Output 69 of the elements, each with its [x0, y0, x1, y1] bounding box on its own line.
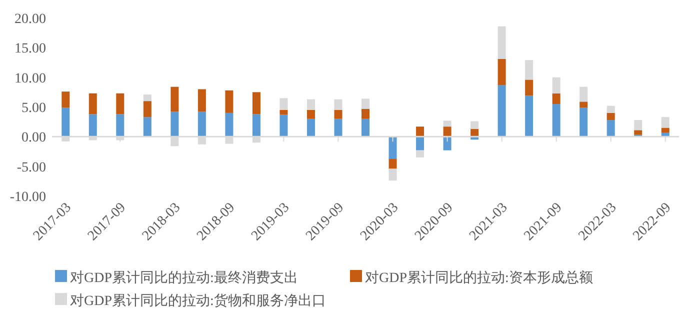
bar — [606, 120, 615, 137]
bar — [198, 112, 206, 137]
bar — [225, 112, 234, 137]
bar — [170, 86, 179, 112]
legend-label: 对GDP累计同比的拉动:最终消费支出 — [70, 270, 298, 286]
bar — [280, 114, 288, 137]
bar — [552, 93, 560, 104]
bar — [634, 130, 642, 135]
bar — [306, 110, 315, 119]
bar — [552, 104, 560, 137]
bar — [225, 90, 234, 113]
bar — [606, 106, 615, 113]
bar — [525, 96, 534, 137]
y-tick-label: -5.00 — [16, 160, 46, 176]
y-tick-label: 0.00 — [22, 130, 46, 146]
bar — [443, 126, 452, 137]
bar — [443, 120, 452, 127]
bar — [580, 108, 588, 137]
bar — [280, 110, 288, 115]
bar — [88, 114, 97, 137]
bar — [198, 89, 206, 112]
bar — [416, 126, 424, 137]
bar — [280, 98, 288, 110]
y-tick-label: 10.00 — [14, 71, 46, 86]
bar — [143, 117, 152, 137]
bar — [388, 168, 397, 181]
bar — [88, 93, 97, 114]
bar — [443, 136, 452, 150]
bar — [525, 80, 534, 96]
bar — [306, 99, 315, 110]
y-tick-label: 20.00 — [14, 12, 46, 27]
bar — [62, 108, 70, 137]
bar — [362, 118, 370, 137]
bar — [116, 114, 124, 137]
bar — [306, 118, 315, 137]
bar — [252, 92, 260, 114]
bar — [170, 112, 179, 137]
bar — [116, 93, 124, 114]
bar — [661, 128, 670, 133]
bar — [552, 77, 560, 94]
bar — [498, 85, 506, 137]
bar — [498, 58, 506, 86]
bar — [334, 99, 342, 110]
bar — [634, 120, 642, 130]
bar — [143, 101, 152, 118]
bar — [525, 60, 534, 80]
bar — [580, 102, 588, 108]
bar — [498, 26, 506, 59]
y-tick-label: 5.00 — [22, 101, 46, 116]
bar — [334, 118, 342, 137]
bar — [470, 121, 479, 129]
bar — [362, 98, 370, 109]
bar — [388, 158, 397, 169]
bar — [606, 112, 615, 120]
legend-label: 对GDP累计同比的拉动:资本形成总额 — [365, 270, 593, 286]
bar — [580, 86, 588, 102]
legend-label: 对GDP累计同比的拉动:货物和服务净出口 — [70, 293, 326, 309]
bar — [62, 92, 70, 108]
y-tick-label: 15.00 — [14, 42, 46, 57]
bar — [661, 117, 670, 128]
y-tick-label: -10.00 — [10, 190, 46, 205]
bar — [334, 110, 342, 119]
bar — [470, 128, 479, 137]
bar — [143, 94, 152, 102]
bar — [362, 108, 370, 119]
bar — [252, 114, 260, 137]
bar — [388, 136, 397, 159]
bar — [416, 136, 424, 150]
bar — [416, 150, 424, 158]
